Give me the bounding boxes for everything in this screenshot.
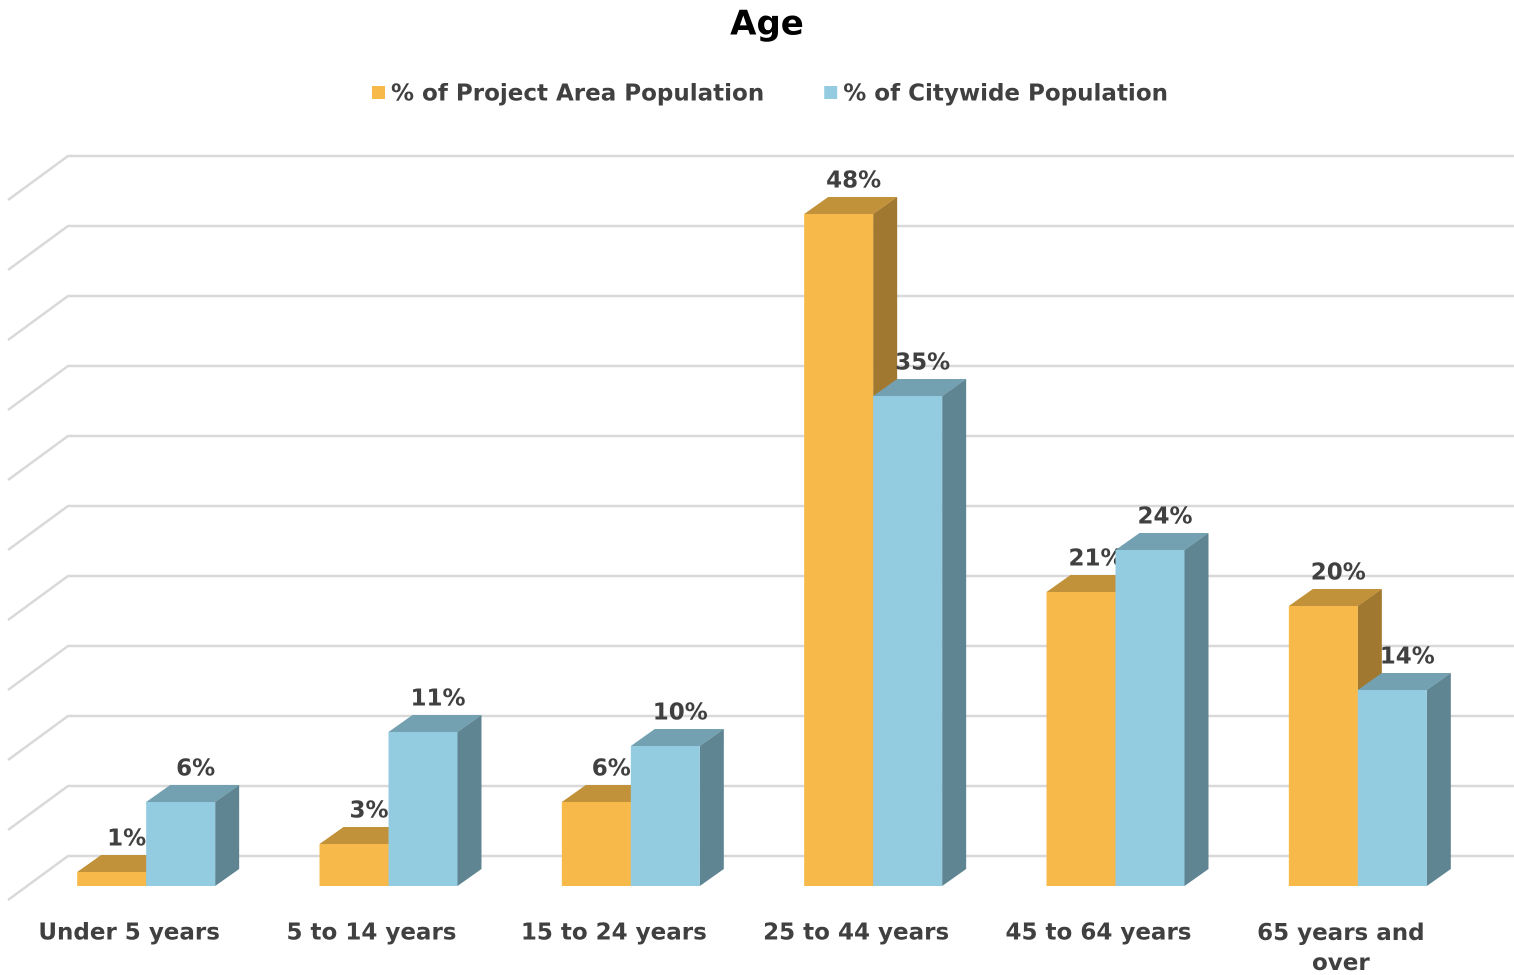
bar — [77, 872, 147, 886]
grid-line — [7, 154, 1514, 202]
bar-top — [1288, 589, 1382, 606]
bar-top — [1115, 533, 1209, 550]
data-label: 6% — [592, 756, 631, 782]
data-label: 11% — [410, 686, 465, 712]
grid-line — [7, 784, 1514, 832]
grid-line — [7, 714, 1514, 762]
bar — [1115, 550, 1185, 886]
bar-top — [873, 379, 967, 396]
x-tick-label: 25 to 44 years — [763, 920, 949, 946]
x-tick-label: Under 5 years — [38, 920, 220, 946]
grid-line — [7, 644, 1514, 692]
bar — [388, 732, 458, 886]
grid-line — [7, 224, 1514, 272]
data-label: 10% — [653, 700, 708, 726]
legend-swatch — [372, 86, 385, 99]
grid-line — [7, 294, 1514, 342]
data-label: 3% — [349, 798, 388, 824]
bar-side — [942, 379, 967, 886]
data-label: 6% — [176, 756, 215, 782]
bar-side — [1426, 673, 1451, 886]
data-label: 21% — [1068, 546, 1123, 572]
bar — [630, 746, 700, 886]
bar — [319, 844, 389, 886]
chart-title: Age — [730, 4, 804, 44]
x-tick-label: 65 years and over — [1257, 920, 1425, 975]
grid-line — [7, 364, 1514, 412]
bar-side — [1184, 533, 1209, 886]
grid-line — [7, 854, 1514, 902]
data-label: 20% — [1311, 560, 1366, 586]
grid-line — [7, 574, 1514, 622]
bar — [1357, 690, 1427, 886]
bar-top — [1357, 673, 1451, 690]
bar-top — [804, 197, 898, 214]
bar — [561, 802, 631, 886]
bar-side — [215, 785, 240, 886]
x-tick-label: 15 to 24 years — [521, 920, 707, 946]
bar — [804, 214, 874, 886]
grid-line — [7, 504, 1514, 552]
bar — [873, 396, 943, 886]
data-label: 14% — [1380, 644, 1435, 670]
grid-line — [7, 434, 1514, 482]
bar-top — [630, 729, 724, 746]
bar-side — [457, 715, 482, 886]
bar — [146, 802, 216, 886]
x-tick-label: 45 to 64 years — [1006, 920, 1192, 946]
bar-top — [388, 715, 482, 732]
bar-top — [146, 785, 240, 802]
data-label: 1% — [107, 826, 146, 852]
data-label: 35% — [895, 350, 950, 376]
legend-label: % of Project Area Population — [391, 81, 764, 107]
bar-side — [699, 729, 724, 886]
bar — [1046, 592, 1116, 886]
legend-swatch — [824, 86, 838, 99]
data-label: 24% — [1137, 504, 1192, 530]
legend: % of Project Area Population % of Citywid… — [372, 81, 1168, 107]
x-tick-label: 5 to 14 years — [287, 920, 457, 946]
data-label: 48% — [826, 168, 881, 194]
bar — [1288, 606, 1358, 886]
legend-label: % of Citywide Population — [843, 81, 1168, 107]
